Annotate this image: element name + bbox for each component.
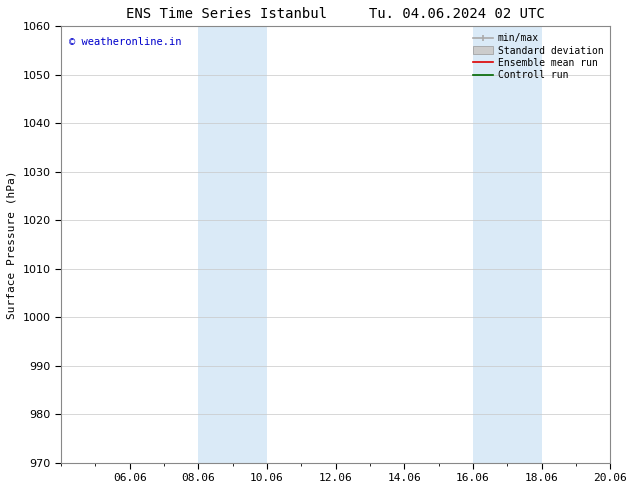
- Y-axis label: Surface Pressure (hPa): Surface Pressure (hPa): [7, 170, 17, 318]
- Text: © weatheronline.in: © weatheronline.in: [69, 37, 182, 47]
- Legend: min/max, Standard deviation, Ensemble mean run, Controll run: min/max, Standard deviation, Ensemble me…: [471, 31, 605, 82]
- Title: ENS Time Series Istanbul     Tu. 04.06.2024 02 UTC: ENS Time Series Istanbul Tu. 04.06.2024 …: [126, 7, 545, 21]
- Bar: [198, 26, 267, 463]
- Bar: [473, 26, 541, 463]
